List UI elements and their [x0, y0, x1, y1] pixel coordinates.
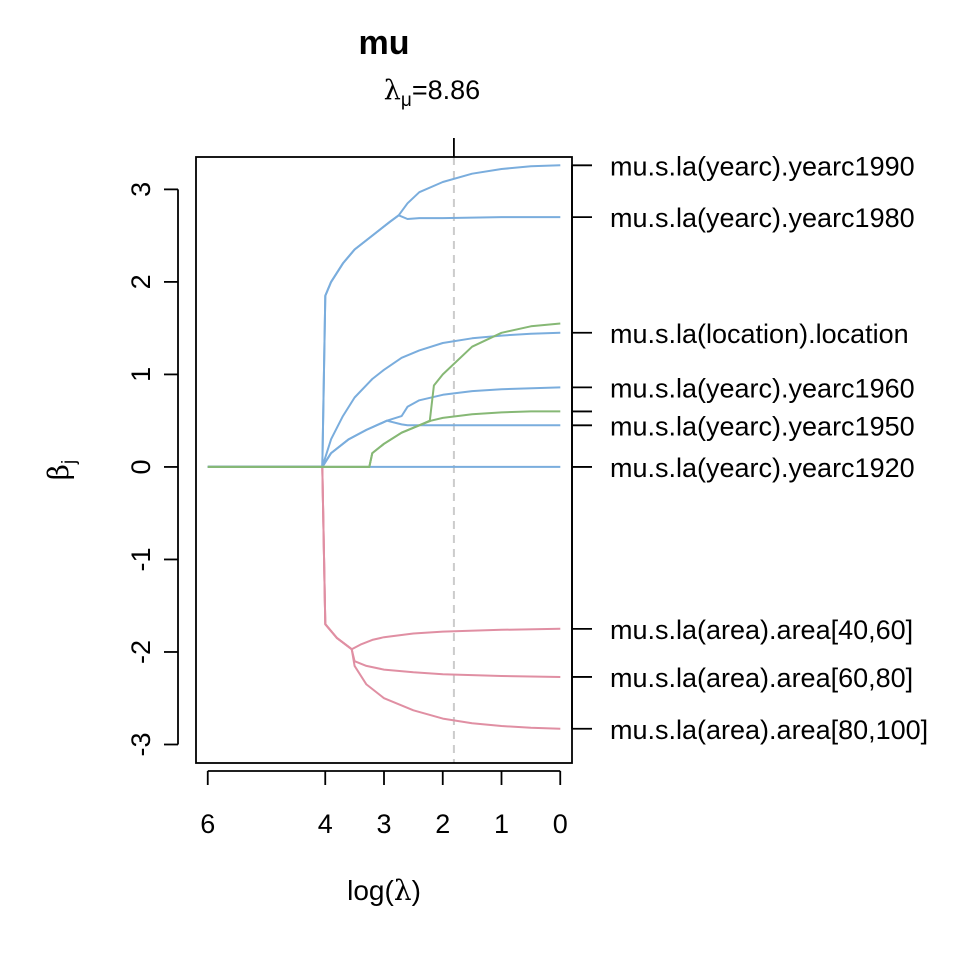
x-axis: 6 4 3 2 1 0: [200, 770, 568, 839]
x-tick-label: 1: [494, 809, 509, 839]
coefficient-label: mu.s.la(location).location: [610, 319, 909, 349]
series-line-3: [207, 465, 561, 730]
lambda-symbol: λ: [384, 75, 401, 106]
coefficient-label: mu.s.la(area).area[80,100]: [610, 715, 928, 745]
series-line-11: [207, 410, 561, 468]
coefficient-label: mu.s.la(yearc).yearc1960: [610, 373, 915, 403]
series-layer: [207, 164, 561, 730]
coefficient-label: mu.s.la(yearc).yearc1990: [610, 151, 915, 181]
lambda-value: =8.86: [412, 75, 480, 105]
coefficient-label: mu.s.la(yearc).yearc1980: [610, 203, 915, 233]
y-axis-label: βj: [42, 460, 80, 480]
y-tick-label: 3: [126, 182, 156, 197]
lambda-subscript: μ: [401, 90, 412, 111]
coefficient-label: mu.s.la(area).area[60,80]: [610, 663, 913, 693]
y-tick-label: -3: [126, 732, 156, 756]
x-label-suffix: ): [412, 875, 421, 906]
coefficient-label: mu.s.la(yearc).yearc1950: [610, 411, 915, 441]
lambda-annotation: λμ=8.86: [384, 75, 480, 111]
y-tick-label: 2: [126, 274, 156, 289]
x-label-lambda: λ: [394, 874, 412, 907]
y-tick-label: -1: [126, 547, 156, 571]
y-tick-label: 0: [126, 459, 156, 474]
chart-title: mu: [359, 24, 410, 62]
beta-subscript: j: [59, 460, 80, 465]
beta-symbol: β: [42, 464, 75, 480]
series-line-7: [207, 386, 561, 468]
x-tick-label: 2: [435, 809, 450, 839]
series-line-8: [207, 419, 561, 468]
series-line-10: [207, 322, 561, 468]
x-axis-label: log(λ): [347, 874, 421, 907]
x-tick-label: 3: [376, 809, 391, 839]
series-line-6: [207, 331, 561, 468]
plot-frame: [195, 156, 573, 764]
y-axis: -3 -2 -1 0 1 2 3: [126, 182, 179, 757]
right-axis: mu.s.la(yearc).yearc1990 mu.s.la(yearc).y…: [571, 151, 928, 745]
series-line-1: [207, 465, 561, 651]
y-tick-label: 1: [126, 367, 156, 382]
y-tick-label: -2: [126, 640, 156, 664]
x-tick-label: 4: [318, 809, 333, 839]
x-tick-label: 6: [200, 809, 215, 839]
x-tick-label: 0: [553, 809, 568, 839]
series-line-5: [207, 214, 561, 468]
coefficient-label: mu.s.la(yearc).yearc1920: [610, 453, 915, 483]
x-label-prefix: log(: [347, 875, 394, 906]
coefficient-label: mu.s.la(area).area[40,60]: [610, 615, 913, 645]
series-line-2: [207, 465, 561, 678]
